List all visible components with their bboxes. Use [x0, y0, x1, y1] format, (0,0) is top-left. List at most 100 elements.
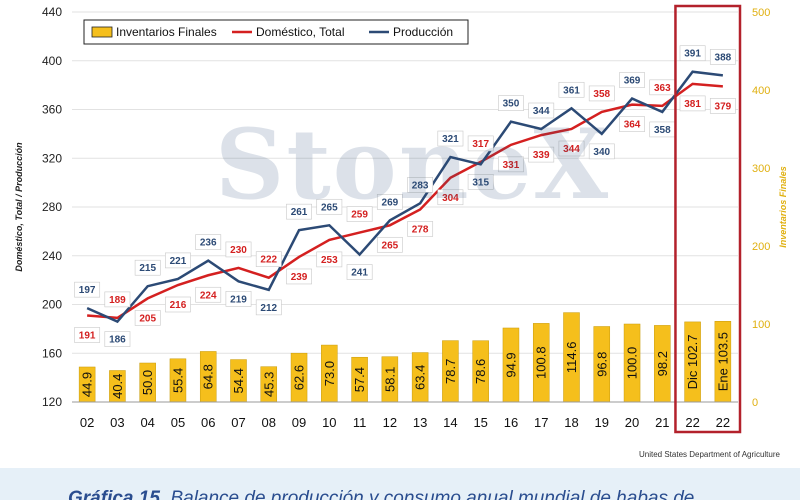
x-tick-label: 11 [353, 415, 367, 430]
produccion-data-label-box [195, 234, 222, 250]
bar-value-label: 45.3 [261, 372, 276, 397]
domestico-data-label: 191 [79, 330, 96, 341]
domestico-data-label: 253 [321, 255, 338, 266]
bar-value-label: 78.6 [473, 359, 488, 384]
x-tick-label: 22 [685, 415, 699, 430]
domestico-data-label: 304 [442, 193, 459, 204]
produccion-data-label: 340 [593, 147, 610, 158]
right-tick-label: 200 [752, 241, 770, 253]
bar-value-label: 54.4 [231, 368, 246, 393]
domestico-data-label: 239 [291, 272, 308, 283]
bar-value-label: 40.4 [110, 374, 125, 399]
x-tick-label: 16 [504, 415, 518, 430]
right-tick-label: 100 [752, 319, 770, 331]
produccion-data-label-box [588, 143, 615, 160]
left-tick-label: 280 [42, 200, 62, 214]
domestico-data-label: 265 [382, 240, 399, 251]
series-line-domestico [87, 82, 723, 320]
domestico-data-label-box [346, 206, 373, 222]
x-tick-label: 14 [443, 415, 457, 430]
bar-value-label: 96.8 [594, 352, 609, 377]
left-tick-label: 160 [42, 346, 62, 360]
x-tick-label: 15 [473, 415, 487, 430]
domestico-data-label: 363 [654, 83, 671, 94]
domestico-data-label-box [588, 85, 615, 102]
domestico-data-label-box [165, 296, 191, 313]
x-tick-label: 07 [231, 415, 245, 430]
x-tick-label: 12 [383, 415, 397, 430]
produccion-data-label: 350 [503, 99, 520, 110]
domestico-data-label-box [498, 156, 524, 173]
series-line-produccion [86, 70, 724, 324]
watermark-logo: StoneX [215, 108, 611, 221]
left-tick-label: 200 [42, 298, 62, 312]
x-tick-label: 08 [262, 415, 276, 430]
left-tick-label: 400 [42, 54, 62, 68]
produccion-data-label: 212 [260, 303, 277, 314]
produccion-data-label: 236 [200, 238, 217, 249]
produccion-data-label: 391 [684, 49, 701, 60]
right-axis-title: Inventarios Finales [778, 166, 788, 248]
domestico-data-label-box [407, 221, 434, 237]
produccion-data-label: 261 [291, 207, 308, 218]
produccion-data-label-box [134, 259, 161, 276]
left-tick-label: 320 [42, 151, 62, 165]
x-tick-label: 21 [655, 415, 669, 430]
produccion-data-label-box [376, 194, 403, 210]
produccion-data-label-box [498, 95, 524, 111]
domestico-data-label: 216 [170, 300, 187, 311]
bar-value-label: 64.8 [201, 364, 216, 389]
domestico-data-label-box [104, 291, 131, 308]
x-tick-label: 03 [110, 415, 124, 430]
domestico-data-label: 331 [503, 160, 520, 171]
domestico-data-label-box [255, 251, 282, 267]
right-tick-label: 400 [752, 85, 770, 97]
bar-value-label: 73.0 [322, 361, 337, 386]
domestico-data-label-box [225, 241, 252, 258]
x-tick-label: 10 [322, 415, 336, 430]
produccion-data-label: 358 [654, 125, 671, 136]
produccion-data-label: 369 [624, 76, 641, 87]
left-tick-label: 240 [42, 249, 62, 263]
produccion-data-label-box [619, 72, 645, 88]
chart: 120 160 200 240 280 320 360 400 440 0 100 200 300 400… [14, 4, 788, 434]
domestico-data-label-box [679, 95, 706, 112]
chart-svg: 120 160 200 240 280 320 360 400 440 0 100 200 300 400… [14, 4, 788, 434]
produccion-data-label-box [528, 102, 555, 119]
bar-value-label: 100.0 [625, 347, 640, 380]
produccion-data-label-box [407, 177, 434, 193]
domestico-data-label: 259 [351, 210, 368, 221]
bar-value-label: 100.8 [534, 346, 549, 379]
domestico-data-label-box [74, 327, 101, 343]
x-tick-label: 04 [140, 415, 154, 430]
bar-value-label: 78.7 [443, 359, 458, 384]
produccion-data-label: 221 [170, 256, 187, 267]
left-tick-label: 120 [42, 395, 62, 409]
bar-value-label: Ene 103.5 [715, 332, 730, 391]
source-note: United States Department of Agriculture [639, 450, 780, 459]
bar-value-label: 63.4 [413, 365, 428, 390]
produccion-data-label: 186 [109, 335, 126, 346]
domestico-data-label: 222 [260, 255, 277, 266]
bar-value-label: 57.4 [352, 367, 367, 392]
bar-value-label: 62.6 [292, 365, 307, 390]
bar-value-label: 58.1 [382, 367, 397, 392]
produccion-data-label-box [709, 49, 736, 65]
produccion-data-label: 388 [715, 52, 732, 63]
left-tick-label: 440 [42, 5, 62, 19]
produccion-data-label: 241 [351, 268, 368, 279]
left-tick-label: 360 [42, 103, 62, 117]
bar-value-label: 98.2 [655, 351, 670, 376]
right-tick-label: 500 [752, 7, 770, 19]
bar-value-label: 114.6 [564, 342, 579, 374]
produccion-data-label: 197 [79, 285, 96, 296]
domestico-data-label: 379 [715, 101, 732, 112]
legend-label-produccion: Producción [393, 25, 453, 39]
produccion-data-label-box [104, 331, 131, 347]
bar-value-label: 94.9 [503, 352, 518, 377]
domestico-data-label-box [286, 268, 312, 285]
domestico-data-label: 224 [200, 290, 217, 301]
domestico-data-label-box [709, 98, 736, 114]
legend-swatch-inventarios [91, 26, 113, 38]
caption: Gráfica 15. Balance de producción y cons… [68, 488, 694, 500]
